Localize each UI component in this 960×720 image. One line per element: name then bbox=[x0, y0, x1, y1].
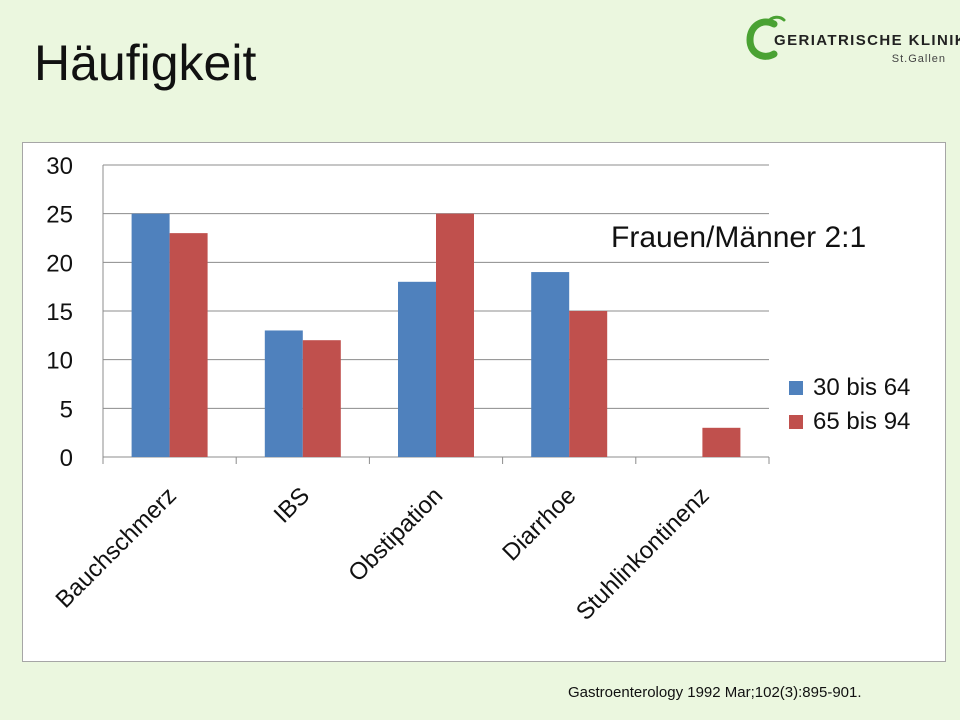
bar-series-2 bbox=[436, 213, 474, 457]
bar-series-1 bbox=[131, 213, 170, 457]
clinic-logo: GERIATRISCHE KLINIK St.Gallen bbox=[744, 14, 960, 70]
bar-series-2 bbox=[702, 427, 741, 457]
x-category-label: Obstipation bbox=[343, 482, 448, 587]
bar-series-1 bbox=[531, 272, 570, 457]
legend-swatch-series-2 bbox=[789, 415, 803, 429]
slide-title: Häufigkeit bbox=[34, 35, 257, 91]
chart-annotation: Frauen/Männer 2:1 bbox=[611, 221, 867, 254]
chart-area: 0 5 10 15 20 25 30 Bauchschmerz IBS Obstipation Di… bbox=[22, 142, 946, 662]
y-tick-label: 30 bbox=[46, 153, 73, 180]
bar-series-2 bbox=[302, 340, 341, 457]
x-category-label: Stuhlinkontinenz bbox=[571, 482, 715, 626]
logo-name: GERIATRISCHE KLINIK bbox=[774, 32, 960, 49]
x-category-label: Bauchschmerz bbox=[51, 482, 182, 613]
citation: Gastroenterology 1992 Mar;102(3):895-901… bbox=[568, 684, 862, 701]
x-category-label: Diarrhoe bbox=[497, 482, 581, 566]
y-tick-label: 5 bbox=[60, 396, 73, 423]
y-tick-label: 25 bbox=[46, 202, 73, 229]
legend-label-series-1: 30 bis 64 bbox=[813, 374, 911, 401]
legend-swatch-series-1 bbox=[789, 381, 803, 395]
legend-item-series-1: 30 bis 64 bbox=[789, 371, 910, 405]
bar-series-2 bbox=[169, 233, 208, 457]
legend: 30 bis 64 65 bis 94 bbox=[789, 371, 910, 439]
legend-label-series-2: 65 bis 94 bbox=[813, 408, 911, 435]
bar-series-1 bbox=[264, 330, 303, 457]
legend-item-series-2: 65 bis 94 bbox=[789, 405, 910, 439]
logo-swirl-icon bbox=[746, 15, 786, 60]
y-tick-label: 15 bbox=[46, 299, 73, 326]
x-category-label: IBS bbox=[269, 482, 315, 528]
bar-chart: 0 5 10 15 20 25 30 Bauchschmerz IBS Obstipation Di… bbox=[46, 153, 770, 626]
y-tick-label: 10 bbox=[46, 348, 73, 375]
bar-series-2 bbox=[569, 311, 608, 457]
y-tick-label: 20 bbox=[46, 250, 73, 277]
bar-series-1 bbox=[398, 281, 436, 457]
y-tick-label: 0 bbox=[60, 445, 73, 472]
logo-location: St.Gallen bbox=[891, 53, 946, 65]
